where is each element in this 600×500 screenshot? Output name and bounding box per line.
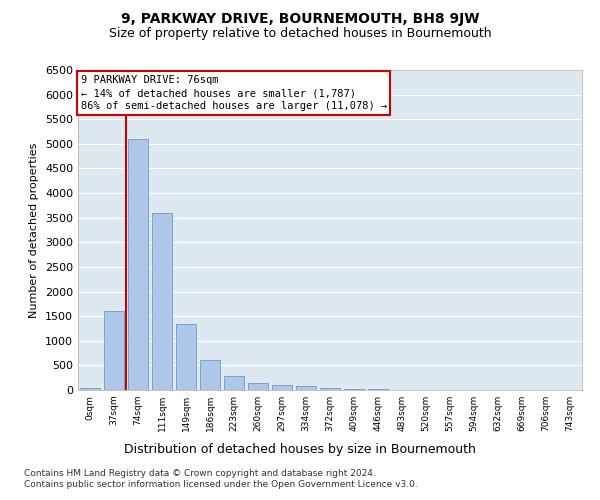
Bar [200, 360, 220, 390]
Bar [80, 388, 100, 390]
Bar [296, 386, 316, 390]
Text: Contains HM Land Registry data © Crown copyright and database right 2024.: Contains HM Land Registry data © Crown c… [24, 469, 376, 478]
Bar [248, 383, 268, 390]
Text: 9 PARKWAY DRIVE: 76sqm
← 14% of detached houses are smaller (1,787)
86% of semi-: 9 PARKWAY DRIVE: 76sqm ← 14% of detached… [80, 75, 387, 111]
Bar [104, 311, 124, 390]
Text: Contains public sector information licensed under the Open Government Licence v3: Contains public sector information licen… [24, 480, 418, 489]
Y-axis label: Number of detached properties: Number of detached properties [29, 142, 40, 318]
Bar [176, 324, 196, 390]
Bar [152, 213, 172, 390]
Bar [128, 139, 148, 390]
Bar [344, 388, 364, 390]
Text: 9, PARKWAY DRIVE, BOURNEMOUTH, BH8 9JW: 9, PARKWAY DRIVE, BOURNEMOUTH, BH8 9JW [121, 12, 479, 26]
Text: Distribution of detached houses by size in Bournemouth: Distribution of detached houses by size … [124, 442, 476, 456]
Bar [272, 384, 292, 390]
Bar [320, 388, 340, 390]
Text: Size of property relative to detached houses in Bournemouth: Size of property relative to detached ho… [109, 28, 491, 40]
Bar [224, 376, 244, 390]
